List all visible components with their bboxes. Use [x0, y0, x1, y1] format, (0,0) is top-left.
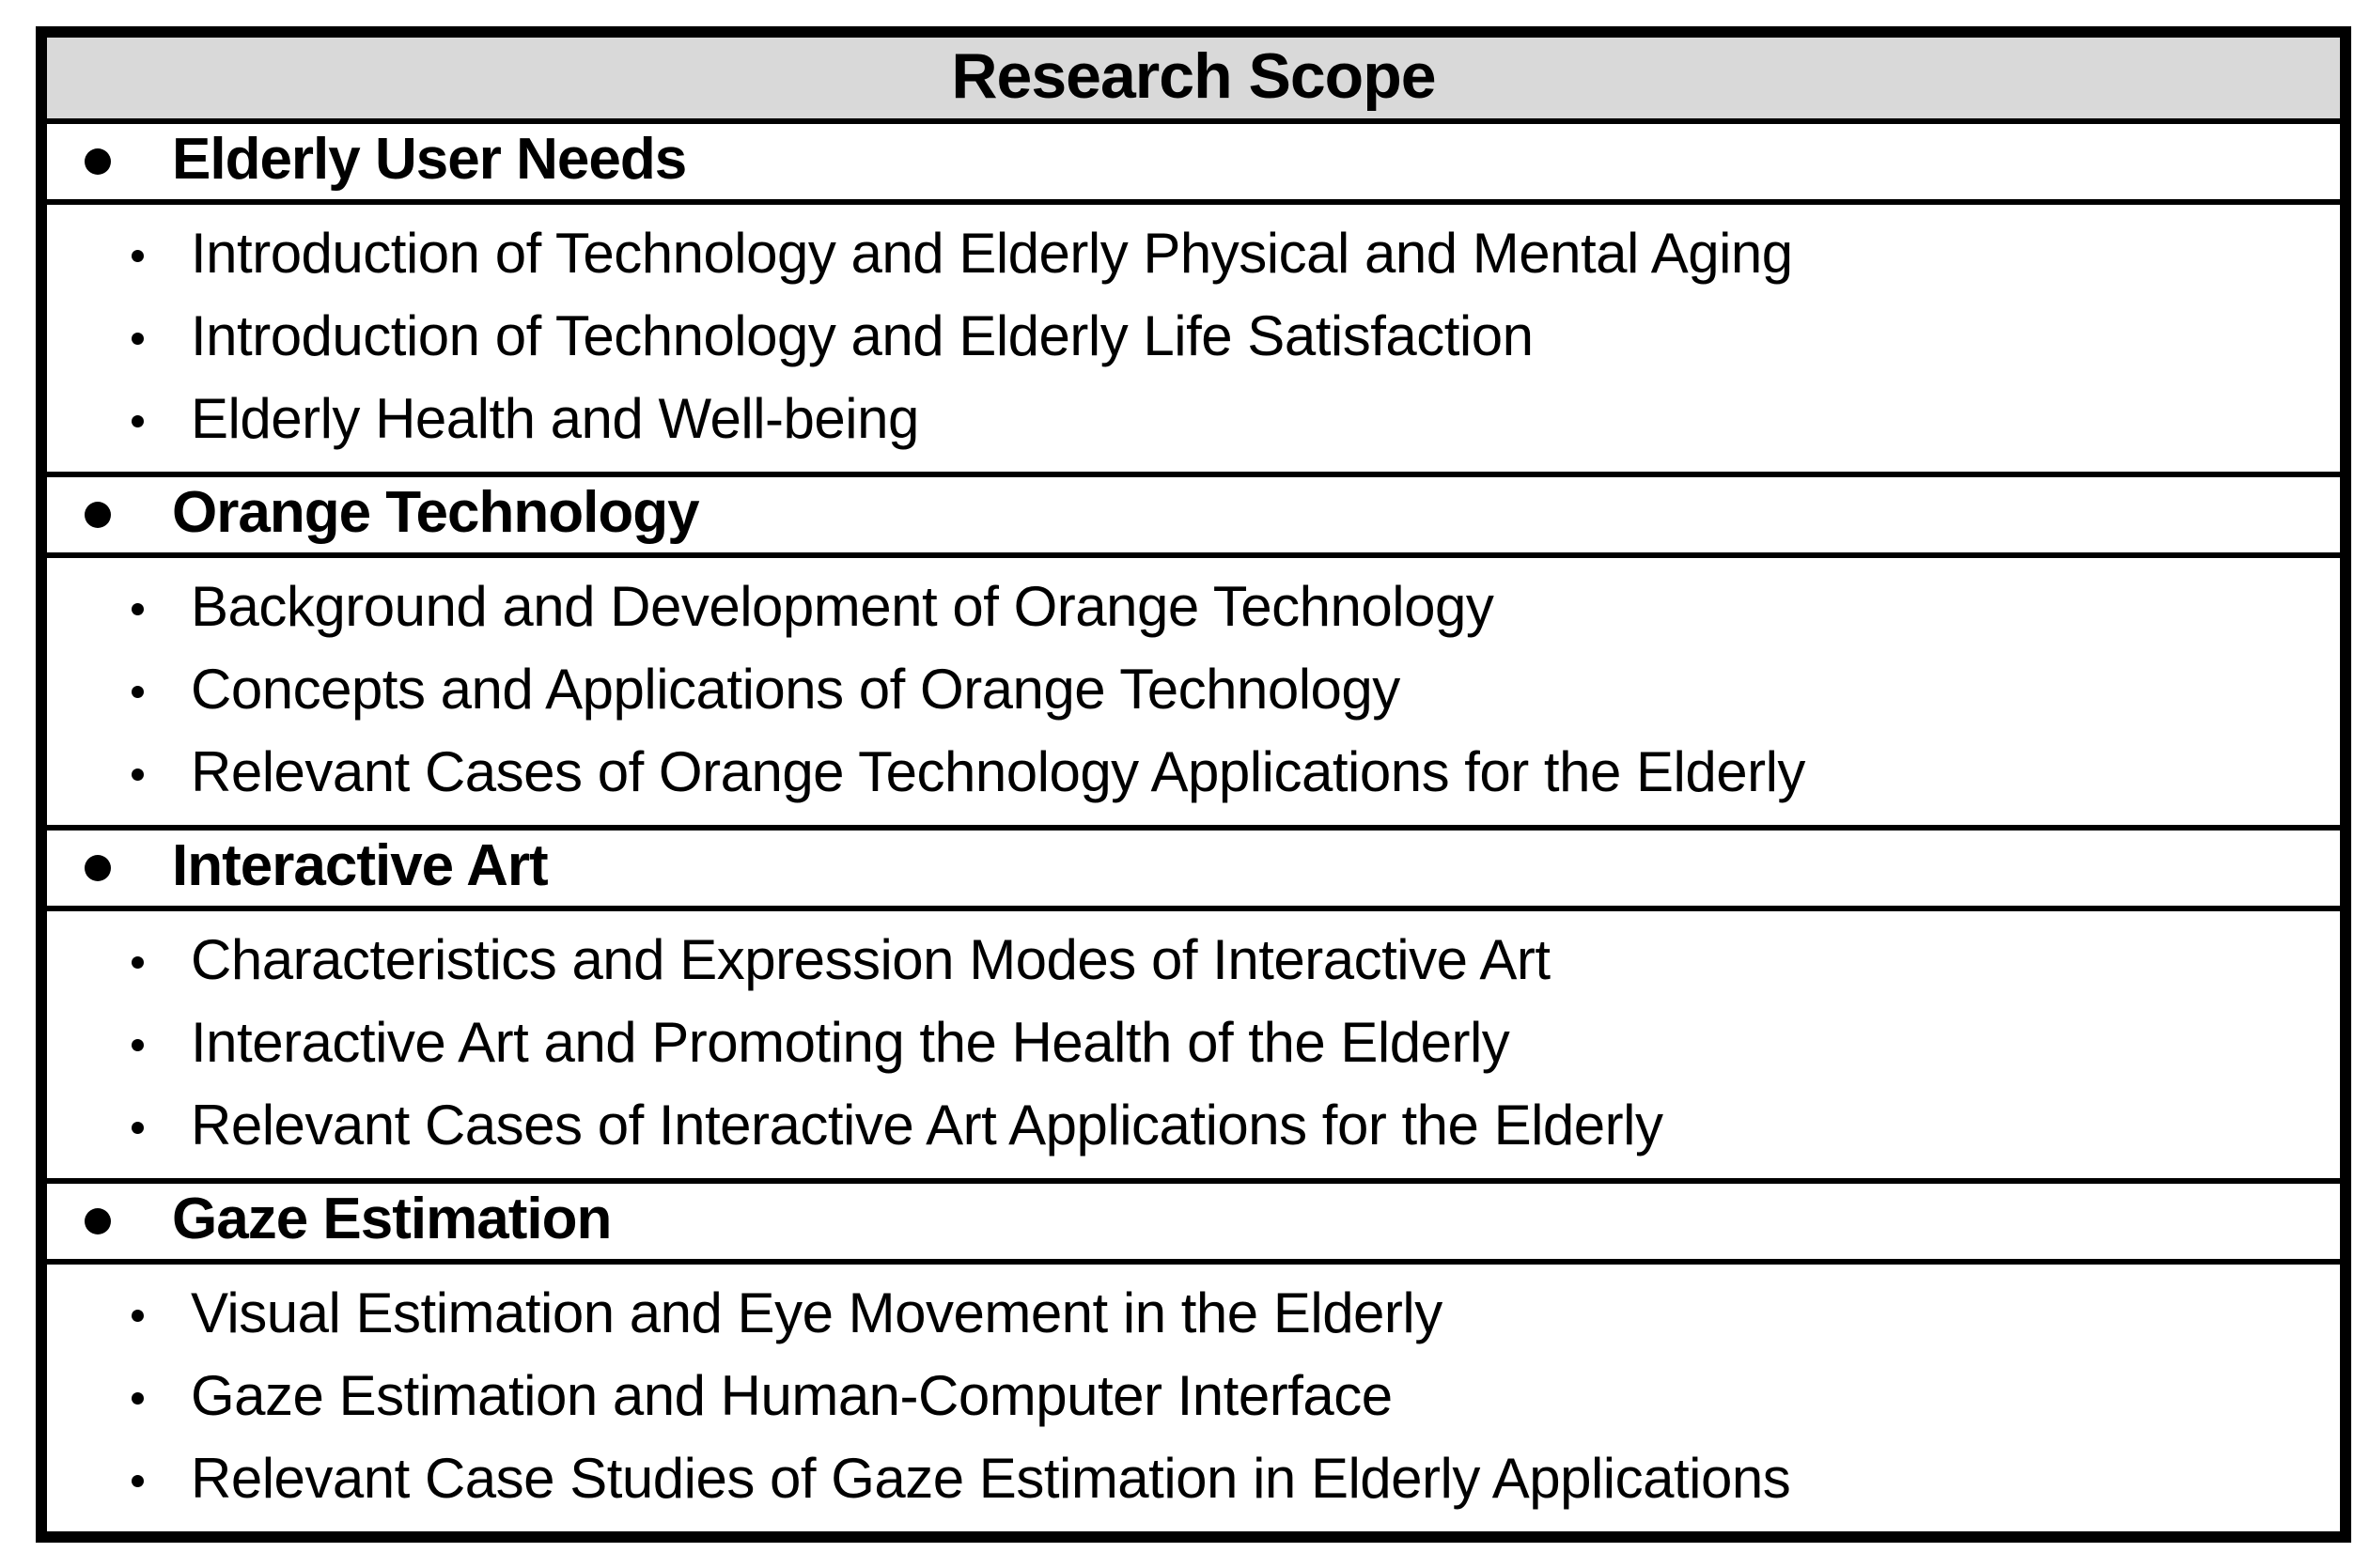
- item-text: Introduction of Technology and Elderly P…: [191, 222, 1793, 285]
- list-item: Introduction of Technology and Elderly L…: [47, 297, 2340, 380]
- section-row-interactive-art: Interactive Art: [47, 831, 2340, 911]
- item-text: Visual Estimation and Eye Movement in th…: [191, 1281, 1442, 1344]
- section-bullet-icon: [85, 1208, 111, 1234]
- list-item: Relevant Case Studies of Gaze Estimation…: [47, 1439, 2340, 1522]
- item-bullet-icon: [132, 414, 144, 427]
- item-text: Relevant Cases of Orange Technology Appl…: [191, 740, 1805, 803]
- list-item: Elderly Health and Well-being: [47, 380, 2340, 462]
- item-bullet-icon: [132, 1309, 144, 1322]
- list-item: Characteristics and Expression Modes of …: [47, 921, 2340, 1003]
- section-row-gaze-estimation: Gaze Estimation: [47, 1184, 2340, 1265]
- item-bullet-icon: [132, 955, 144, 969]
- items-block-gaze-estimation: Visual Estimation and Eye Movement in th…: [47, 1265, 2340, 1531]
- section-bullet-icon: [85, 855, 111, 881]
- items-block-orange-technology: Background and Development of Orange Tec…: [47, 558, 2340, 831]
- section-bullet-icon: [85, 502, 111, 528]
- section-bullet-icon: [85, 148, 111, 175]
- section-title: Elderly User Needs: [172, 127, 687, 192]
- item-bullet-icon: [132, 1474, 144, 1487]
- item-bullet-icon: [132, 602, 144, 615]
- research-scope-table: Research Scope Elderly User Needs Introd…: [36, 26, 2351, 1543]
- item-text: Gaze Estimation and Human-Computer Inter…: [191, 1364, 1393, 1427]
- item-text: Concepts and Applications of Orange Tech…: [191, 658, 1400, 721]
- item-text: Elderly Health and Well-being: [191, 387, 919, 450]
- items-block-interactive-art: Characteristics and Expression Modes of …: [47, 911, 2340, 1184]
- table-header: Research Scope: [47, 38, 2340, 124]
- item-bullet-icon: [132, 685, 144, 698]
- list-item: Introduction of Technology and Elderly P…: [47, 214, 2340, 297]
- list-item: Visual Estimation and Eye Movement in th…: [47, 1274, 2340, 1357]
- item-text: Background and Development of Orange Tec…: [191, 575, 1494, 638]
- section-row-elderly-user-needs: Elderly User Needs: [47, 124, 2340, 205]
- item-text: Interactive Art and Promoting the Health…: [191, 1011, 1510, 1074]
- list-item: Relevant Cases of Orange Technology Appl…: [47, 733, 2340, 815]
- item-text: Characteristics and Expression Modes of …: [191, 928, 1551, 991]
- list-item: Interactive Art and Promoting the Health…: [47, 1003, 2340, 1086]
- item-text: Relevant Cases of Interactive Art Applic…: [191, 1094, 1663, 1157]
- item-bullet-icon: [132, 332, 144, 345]
- section-title: Interactive Art: [172, 833, 549, 898]
- item-text: Introduction of Technology and Elderly L…: [191, 304, 1534, 367]
- item-bullet-icon: [132, 768, 144, 781]
- list-item: Concepts and Applications of Orange Tech…: [47, 650, 2340, 733]
- item-bullet-icon: [132, 1038, 144, 1051]
- list-item: Relevant Cases of Interactive Art Applic…: [47, 1086, 2340, 1169]
- section-title: Orange Technology: [172, 480, 700, 545]
- item-text: Relevant Case Studies of Gaze Estimation…: [191, 1447, 1791, 1510]
- list-item: Background and Development of Orange Tec…: [47, 567, 2340, 650]
- section-row-orange-technology: Orange Technology: [47, 477, 2340, 558]
- item-bullet-icon: [132, 1121, 144, 1134]
- table-title: Research Scope: [951, 40, 1436, 112]
- list-item: Gaze Estimation and Human-Computer Inter…: [47, 1357, 2340, 1439]
- item-bullet-icon: [132, 1391, 144, 1405]
- section-title: Gaze Estimation: [172, 1187, 612, 1251]
- items-block-elderly-user-needs: Introduction of Technology and Elderly P…: [47, 205, 2340, 477]
- item-bullet-icon: [132, 249, 144, 262]
